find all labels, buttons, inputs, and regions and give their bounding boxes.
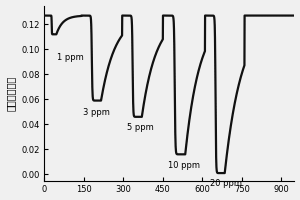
Text: 1 ppm: 1 ppm bbox=[57, 53, 84, 62]
Text: 5 ppm: 5 ppm bbox=[128, 123, 154, 132]
Text: 10 ppm: 10 ppm bbox=[168, 161, 200, 170]
Y-axis label: 电流（毫安）: 电流（毫安） bbox=[6, 75, 16, 111]
Text: 3 ppm: 3 ppm bbox=[83, 108, 110, 117]
Text: 20 ppm: 20 ppm bbox=[210, 179, 242, 188]
